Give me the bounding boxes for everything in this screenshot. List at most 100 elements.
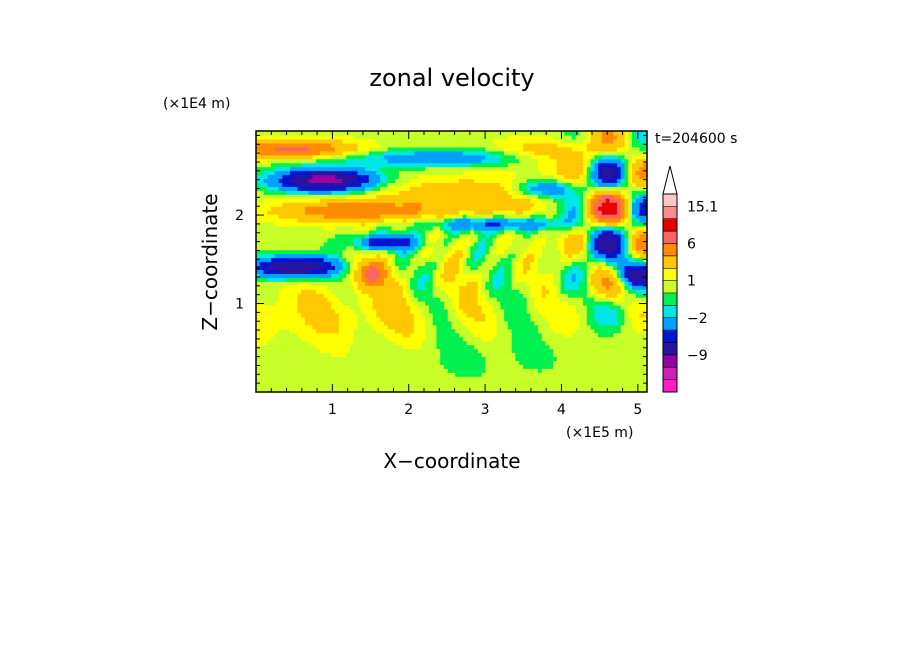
field-cell (282, 348, 287, 354)
field-cell (534, 324, 539, 330)
field-cell (496, 356, 501, 361)
field-cell (413, 281, 419, 286)
field-cell (504, 372, 509, 377)
field-cell (549, 301, 554, 306)
field-cell (451, 269, 456, 274)
field-cell (609, 241, 614, 247)
field-cell (256, 356, 261, 361)
field-cell (635, 293, 641, 298)
field-cell (601, 376, 607, 381)
field-cell (504, 225, 509, 231)
field-cell (319, 368, 325, 373)
field-cell (365, 293, 370, 298)
field-cell (428, 229, 434, 235)
field-cell (624, 340, 629, 346)
field-cell (271, 372, 276, 377)
field-cell (639, 324, 644, 330)
field-cell (492, 237, 498, 243)
field-cell (267, 229, 272, 235)
field-cell (556, 332, 562, 338)
field-cell (286, 356, 291, 361)
field-cell (601, 206, 607, 211)
field-cell (477, 308, 483, 314)
field-cell (624, 218, 629, 223)
field-cell (447, 348, 453, 354)
field-cell (455, 332, 460, 338)
field-cell (564, 328, 569, 334)
field-cell (301, 301, 306, 306)
field-cell (312, 261, 317, 267)
field-cell (620, 372, 626, 377)
field-cell (297, 265, 302, 271)
field-cell (443, 328, 449, 334)
field-cell (575, 210, 580, 215)
field-cell (368, 364, 374, 369)
field-cell (289, 324, 295, 330)
field-cell (571, 273, 577, 278)
field-cell (631, 301, 637, 306)
field-cell (274, 225, 280, 231)
field-cell (353, 388, 359, 392)
field-cell (522, 312, 528, 318)
field-cell (383, 364, 389, 369)
field-cell (256, 245, 261, 251)
field-cell (440, 261, 445, 267)
field-cell (635, 301, 641, 306)
field-cell (263, 328, 268, 334)
field-cell (579, 380, 584, 385)
field-cell (489, 218, 494, 223)
field-cell (421, 360, 426, 365)
field-cell (590, 336, 595, 342)
field-cell (466, 368, 471, 373)
field-cell (259, 305, 265, 310)
field-cell (598, 237, 603, 243)
field-cell (571, 257, 577, 263)
field-cell (530, 265, 535, 271)
field-cell (338, 265, 344, 271)
field-cell (545, 305, 550, 310)
field-cell (368, 388, 374, 392)
field-cell (624, 269, 629, 274)
field-cell (639, 320, 644, 326)
field-cell (293, 214, 298, 219)
field-cell (327, 214, 332, 219)
field-cell (342, 202, 347, 207)
field-cell (549, 320, 554, 326)
field-cell (338, 289, 344, 294)
field-cell (383, 245, 389, 251)
field-cell (319, 360, 325, 365)
field-cell (470, 344, 475, 350)
field-cell (451, 225, 456, 231)
field-cell (511, 253, 517, 259)
field-cell (586, 336, 592, 342)
field-cell (308, 265, 313, 271)
field-cell (616, 229, 622, 235)
field-cell (301, 384, 306, 389)
field-cell (334, 233, 340, 239)
field-cell (635, 249, 641, 255)
field-cell (293, 253, 298, 259)
field-cell (455, 218, 460, 223)
field-cell (301, 265, 306, 271)
field-cell (391, 301, 396, 306)
field-cell (613, 344, 618, 350)
field-cell (462, 372, 468, 377)
field-cell (267, 328, 272, 334)
field-cell (267, 202, 272, 207)
field-cell (338, 261, 344, 267)
field-cell (425, 241, 430, 247)
field-cell (432, 380, 438, 385)
field-cell (530, 218, 535, 223)
field-cell (406, 206, 411, 211)
field-cell (556, 301, 562, 306)
field-cell (425, 324, 430, 330)
field-cell (436, 348, 441, 354)
field-cell (259, 273, 265, 278)
field-cell (263, 225, 268, 231)
field-cell (598, 384, 603, 389)
field-cell (308, 352, 313, 358)
field-cell (545, 364, 550, 369)
field-cell (316, 305, 321, 310)
field-cell (334, 388, 340, 392)
field-cell (560, 324, 565, 330)
